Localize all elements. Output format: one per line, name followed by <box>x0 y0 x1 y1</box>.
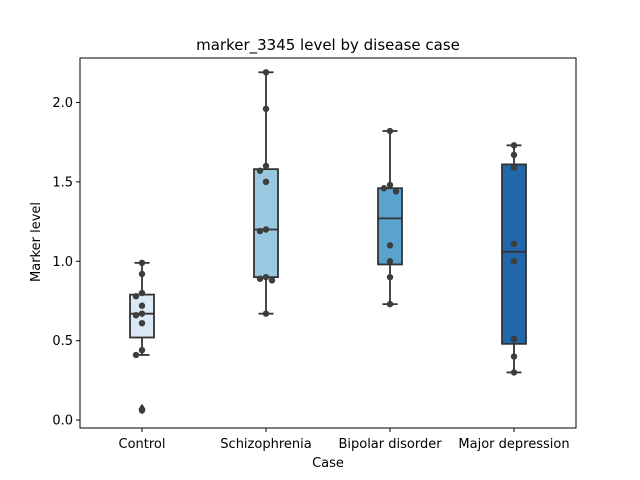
box-iqr <box>377 187 403 266</box>
y-axis: 0.0 0.5 1.0 1.5 2.0 <box>52 96 80 429</box>
y-axis-label: Marker level <box>29 202 44 282</box>
data-point <box>132 351 140 359</box>
box-iqr <box>253 168 279 279</box>
x-tick-label: Control <box>119 437 166 452</box>
data-point <box>256 227 264 235</box>
data-point <box>262 69 270 76</box>
data-point <box>510 353 518 360</box>
data-point <box>138 310 146 317</box>
data-point <box>256 167 264 174</box>
data-point <box>132 312 140 319</box>
plot-area <box>79 57 577 429</box>
data-point <box>510 369 518 376</box>
plot-frame <box>79 57 577 429</box>
x-tick-label: Major depression <box>458 437 569 452</box>
data-point <box>510 151 518 159</box>
y-tick-label: 0.5 <box>52 334 73 349</box>
data-point <box>510 164 518 171</box>
data-point <box>138 259 146 267</box>
data-point <box>132 292 140 300</box>
box-group-1 <box>129 261 155 415</box>
data-point <box>262 105 270 113</box>
data-point <box>510 335 518 343</box>
x-tick-label: Schizophrenia <box>220 437 311 452</box>
data-point <box>386 181 394 189</box>
data-point <box>386 300 394 308</box>
y-tick-label: 1.0 <box>52 255 73 270</box>
chart-title: marker_3345 level by disease case <box>196 36 460 55</box>
data-point <box>138 270 146 278</box>
data-point <box>262 226 270 233</box>
data-point <box>138 319 146 327</box>
data-point <box>138 302 146 309</box>
data-point <box>138 407 146 414</box>
box-iqr <box>501 163 527 345</box>
x-axis: Control Schizophrenia Bipolar disorder Majo… <box>119 428 570 452</box>
data-point <box>262 178 270 186</box>
data-point <box>510 240 518 247</box>
data-point <box>386 127 394 135</box>
y-tick-label: 0.0 <box>52 414 73 429</box>
y-tick-label: 2.0 <box>52 96 73 111</box>
data-point <box>386 242 394 249</box>
data-point <box>262 273 270 281</box>
data-point <box>138 289 146 297</box>
data-point <box>510 142 518 149</box>
data-point <box>392 188 400 195</box>
data-point <box>510 258 518 265</box>
data-point <box>386 258 394 265</box>
data-point <box>138 346 146 354</box>
data-point <box>262 310 270 317</box>
data-point <box>268 277 276 284</box>
x-tick-label: Bipolar disorder <box>338 437 442 452</box>
y-tick-label: 1.5 <box>52 175 73 190</box>
x-axis-label: Case <box>312 456 344 471</box>
data-point <box>380 185 388 192</box>
data-point <box>262 162 270 170</box>
data-point <box>256 275 264 282</box>
data-point <box>386 273 394 281</box>
